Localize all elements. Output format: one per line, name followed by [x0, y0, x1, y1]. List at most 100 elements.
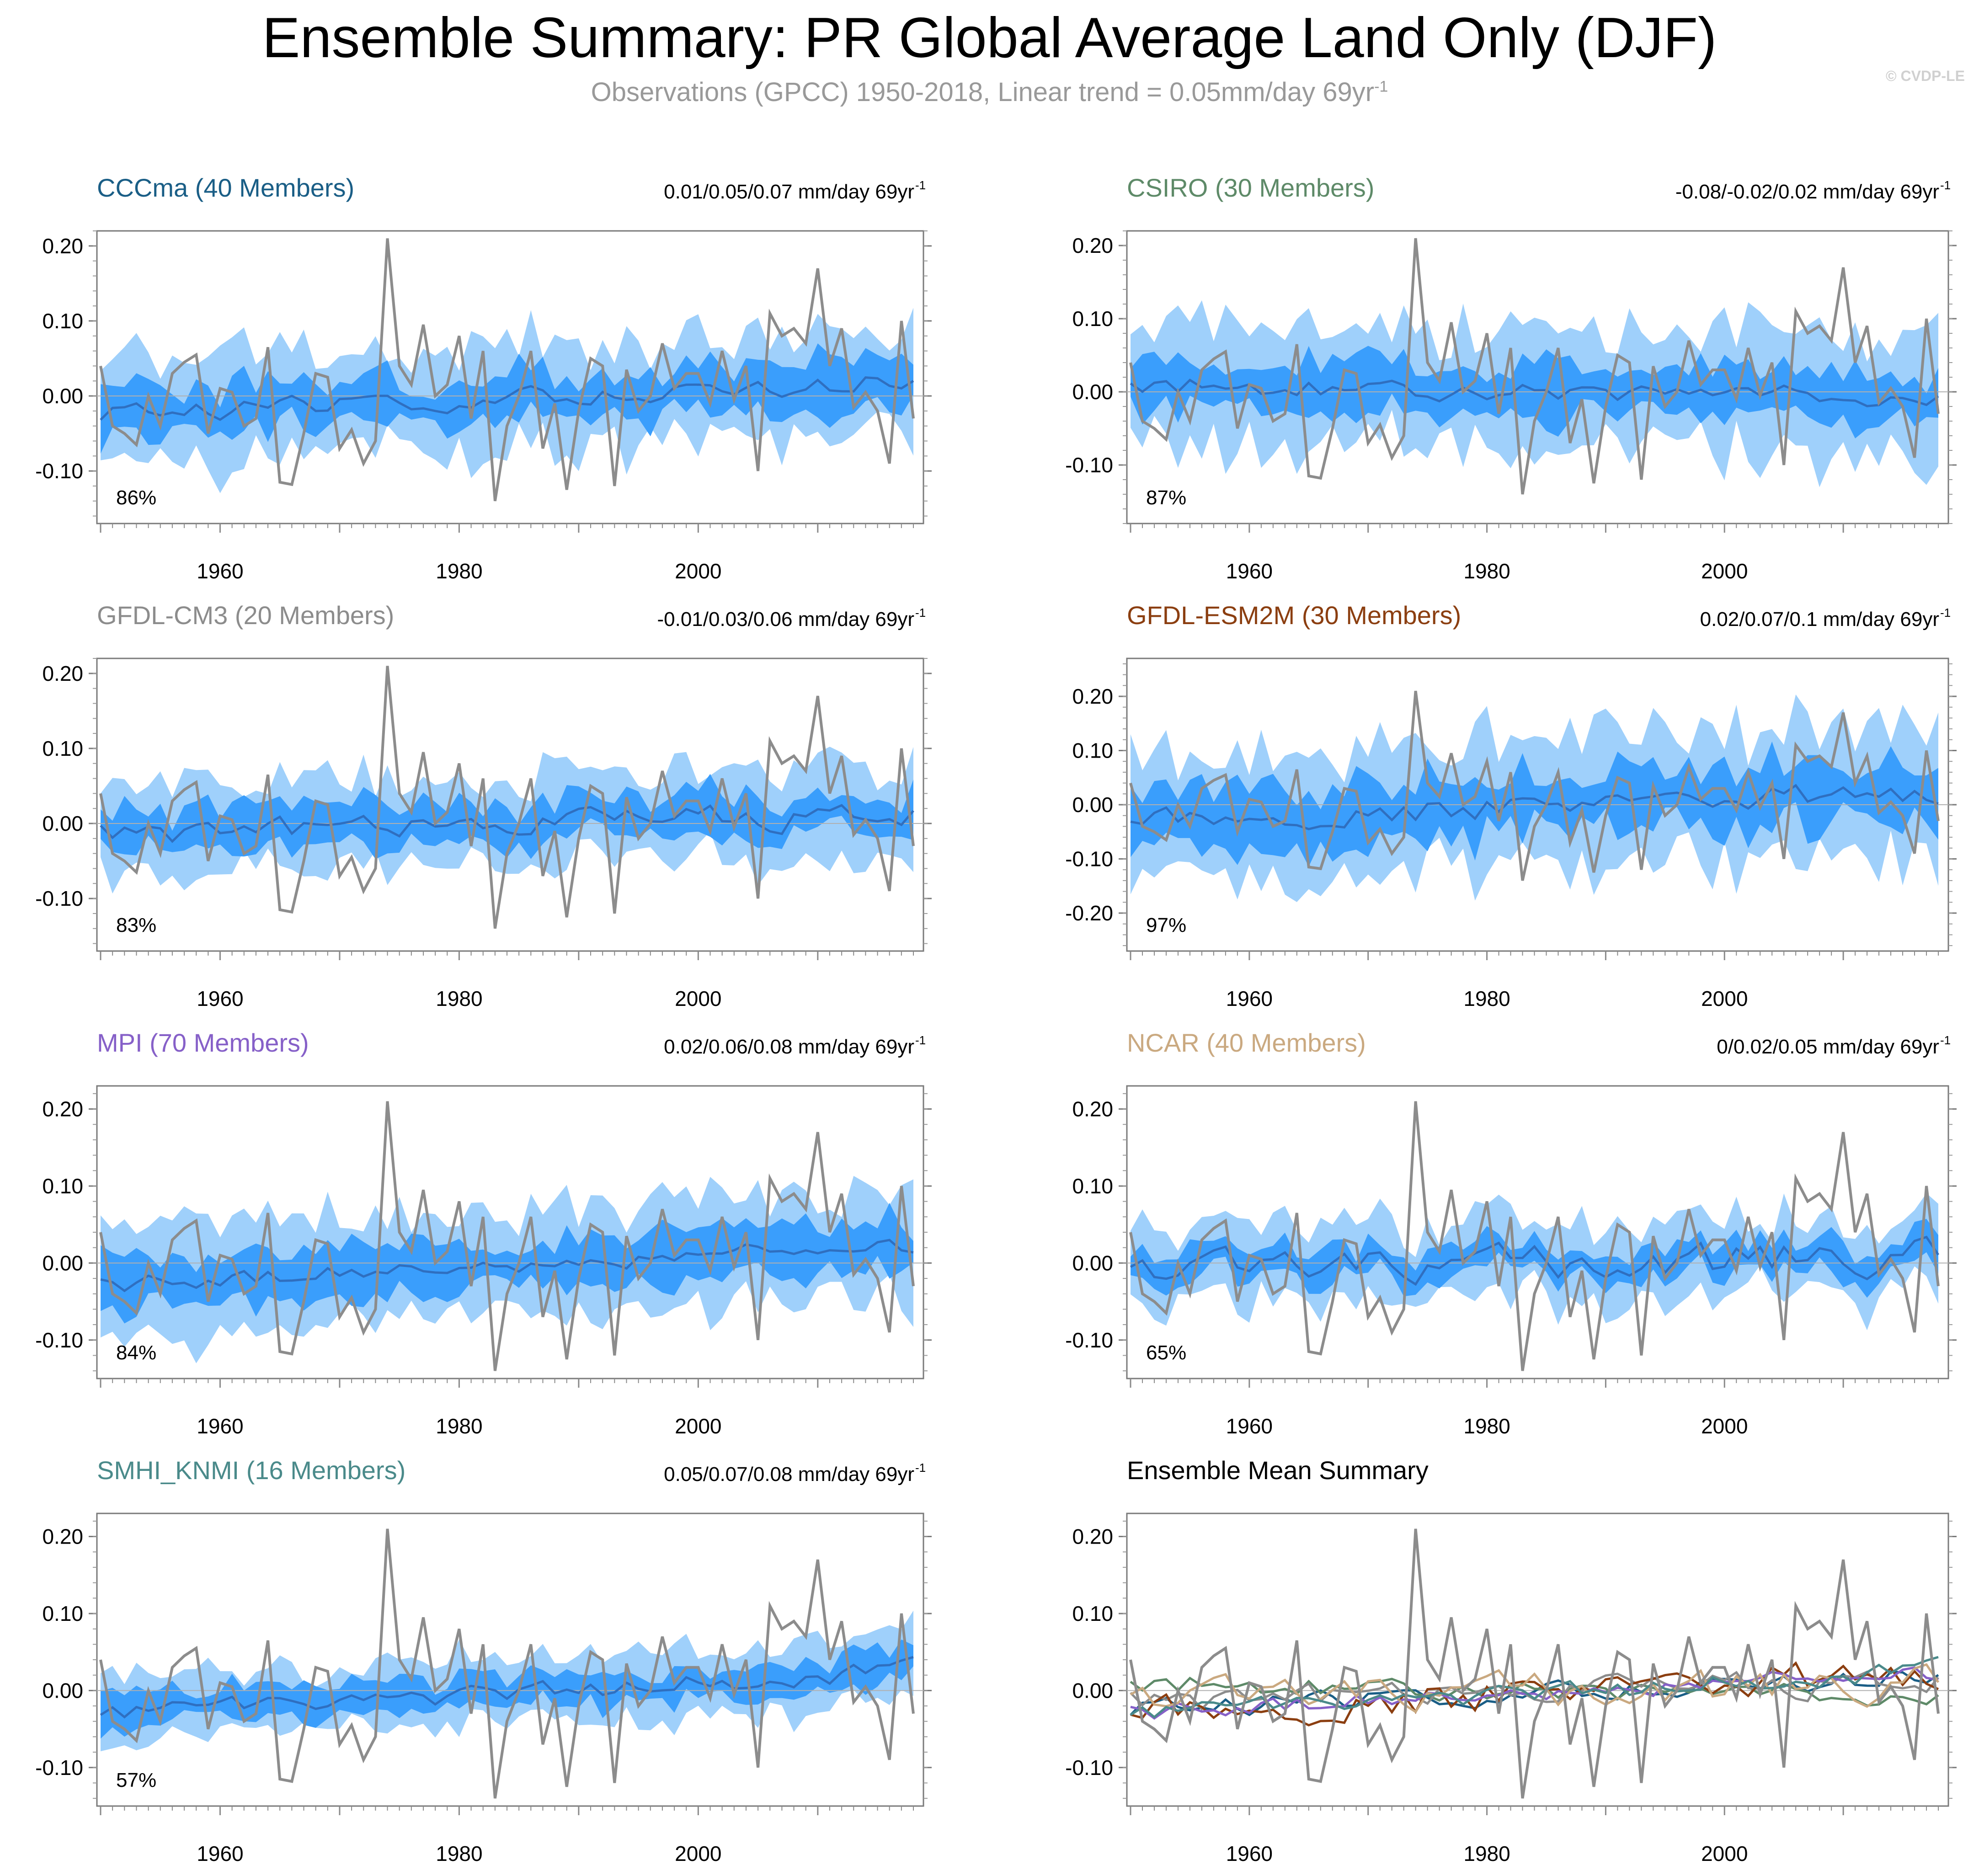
- observations-line: [1129, 1101, 1940, 1371]
- panel-trend-exponent: -1: [915, 606, 926, 620]
- panel-trend-exponent: -1: [1940, 606, 1951, 620]
- y-tick-label: -0.10: [35, 1328, 83, 1352]
- y-tick-label: 0.00: [42, 384, 83, 408]
- x-tick-label: 1960: [197, 1414, 243, 1438]
- observations-line: [99, 1101, 915, 1371]
- y-tick-label: 0.10: [42, 1602, 83, 1625]
- y-tick-label: -0.10: [35, 887, 83, 910]
- percent-label: 83%: [116, 914, 156, 936]
- x-tick-label: 2000: [1701, 1842, 1748, 1865]
- inner-spread-band: [101, 1639, 913, 1739]
- x-tick-label: 1960: [197, 559, 243, 583]
- chart-panel: GFDL-CM3 (20 Members) -0.01/0.03/0.06 mm/…: [35, 601, 932, 1010]
- panel-title: MPI (70 Members): [97, 1028, 309, 1057]
- y-tick-label: -0.10: [35, 1756, 83, 1780]
- panel-trend-label: 0/0.02/0.05 mm/day 69yr: [1717, 1036, 1939, 1058]
- plot-frame: [96, 230, 924, 524]
- panel-title: NCAR (40 Members): [1127, 1028, 1366, 1057]
- ensemble-mean-series: [1130, 1663, 1940, 1714]
- y-tick-label: 0.20: [42, 1097, 83, 1121]
- y-tick-label: -0.10: [1065, 1756, 1113, 1780]
- panel-trend-exponent: -1: [915, 1461, 926, 1475]
- panel-title: Ensemble Mean Summary: [1127, 1456, 1429, 1485]
- y-tick-label: 0.10: [42, 1174, 83, 1198]
- x-tick-label: 1980: [436, 1842, 482, 1865]
- percent-label: 57%: [116, 1769, 156, 1791]
- y-tick-label: 0.00: [1072, 1678, 1113, 1702]
- copyright-label: © CVDP-LE: [1886, 68, 1965, 84]
- y-tick-label: 0.00: [1072, 1251, 1113, 1275]
- percent-label: 84%: [116, 1342, 156, 1364]
- x-tick-label: 1980: [1463, 559, 1510, 583]
- observations-line: [1129, 1529, 1940, 1799]
- x-tick-label: 1980: [436, 987, 482, 1010]
- y-tick-label: 0.00: [42, 812, 83, 835]
- y-tick-label: 0.00: [1072, 380, 1113, 404]
- outer-spread-band: [1131, 1193, 1938, 1331]
- panel-trend-exponent: -1: [1940, 178, 1951, 192]
- subtitle: Observations (GPCC) 1950-2018, Linear tr…: [0, 77, 1979, 107]
- y-tick-label: 0.20: [42, 1525, 83, 1549]
- chart-panel: GFDL-ESM2M (30 Members) 0.02/0.07/0.1 mm/…: [1065, 601, 1957, 1010]
- panel-title: CCCma (40 Members): [97, 173, 354, 202]
- ensemble-mean-series: [1130, 1670, 1939, 1716]
- y-tick-label: 0.00: [42, 1251, 83, 1275]
- y-tick-label: 0.00: [42, 1678, 83, 1702]
- ensemble-mean-series: [1130, 1656, 1939, 1719]
- y-tick-label: 0.20: [1072, 234, 1113, 257]
- panel-trend-exponent: -1: [915, 178, 926, 192]
- y-tick-label: 0.10: [42, 737, 83, 760]
- y-tick-label: -0.20: [1065, 901, 1113, 925]
- x-tick-label: 2000: [1701, 987, 1748, 1010]
- inner-spread-band: [101, 343, 913, 454]
- y-tick-label: -0.10: [1065, 1328, 1113, 1352]
- y-tick-label: 0.10: [42, 309, 83, 333]
- percent-label: 87%: [1146, 486, 1186, 509]
- inner-spread-band: [101, 774, 913, 859]
- ensemble-mean-line: [1130, 379, 1939, 407]
- x-tick-label: 1960: [1226, 1414, 1273, 1438]
- plot-frame: [1126, 1513, 1949, 1807]
- ensemble-mean-series: [1130, 1676, 1939, 1707]
- y-tick-label: 0.20: [1072, 684, 1113, 708]
- chart-panel: CCCma (40 Members) 0.01/0.05/0.07 mm/day …: [35, 173, 932, 583]
- x-tick-label: 1980: [436, 559, 482, 583]
- x-tick-label: 1960: [197, 1842, 243, 1865]
- x-tick-label: 1980: [1463, 987, 1510, 1010]
- chart-panel: MPI (70 Members) 0.02/0.06/0.08 mm/day 69…: [35, 1028, 932, 1438]
- x-tick-label: 2000: [675, 1414, 721, 1438]
- panel-title: SMHI_KNMI (16 Members): [97, 1456, 405, 1485]
- y-tick-label: -0.10: [1065, 453, 1113, 477]
- panel-trend-label: 0.02/0.07/0.1 mm/day 69yr: [1700, 608, 1939, 631]
- observations-line: [99, 666, 915, 929]
- panel-trend-label: -0.01/0.03/0.06 mm/day 69yr: [657, 608, 914, 631]
- y-tick-label: 0.20: [42, 234, 83, 258]
- x-tick-label: 2000: [1701, 1414, 1748, 1438]
- ensemble-mean-line: [1130, 1235, 1940, 1286]
- percent-label: 97%: [1146, 914, 1186, 936]
- y-tick-label: 0.10: [1072, 307, 1113, 331]
- x-tick-label: 1960: [1226, 559, 1273, 583]
- x-tick-label: 2000: [1701, 559, 1748, 583]
- y-tick-label: 0.20: [1072, 1525, 1113, 1549]
- x-tick-label: 2000: [675, 559, 721, 583]
- x-tick-label: 2000: [675, 987, 721, 1010]
- x-tick-label: 2000: [675, 1842, 721, 1865]
- panel-trend-label: -0.08/-0.02/0.02 mm/day 69yr: [1675, 181, 1939, 203]
- ensemble-mean-line: [100, 376, 914, 421]
- x-tick-label: 1960: [1226, 1842, 1273, 1865]
- inner-spread-band: [1131, 1219, 1938, 1298]
- y-tick-label: -0.10: [35, 459, 83, 483]
- panel-title: GFDL-ESM2M (30 Members): [1127, 601, 1461, 630]
- panel-title: CSIRO (30 Members): [1127, 173, 1374, 202]
- x-tick-label: 1960: [1226, 987, 1273, 1010]
- y-tick-label: 0.20: [1072, 1097, 1113, 1121]
- chart-panel: NCAR (40 Members) 0/0.02/0.05 mm/day 69yr…: [1065, 1028, 1957, 1438]
- observations-line: [99, 1529, 915, 1799]
- plot-frame: [96, 657, 924, 952]
- ensemble-mean-line: [1130, 784, 1939, 830]
- chart-panel: SMHI_KNMI (16 Members) 0.05/0.07/0.08 mm/…: [35, 1456, 932, 1865]
- observations-line: [1129, 690, 1940, 881]
- y-tick-label: 0.10: [1072, 1602, 1113, 1625]
- observations-line: [1129, 238, 1940, 495]
